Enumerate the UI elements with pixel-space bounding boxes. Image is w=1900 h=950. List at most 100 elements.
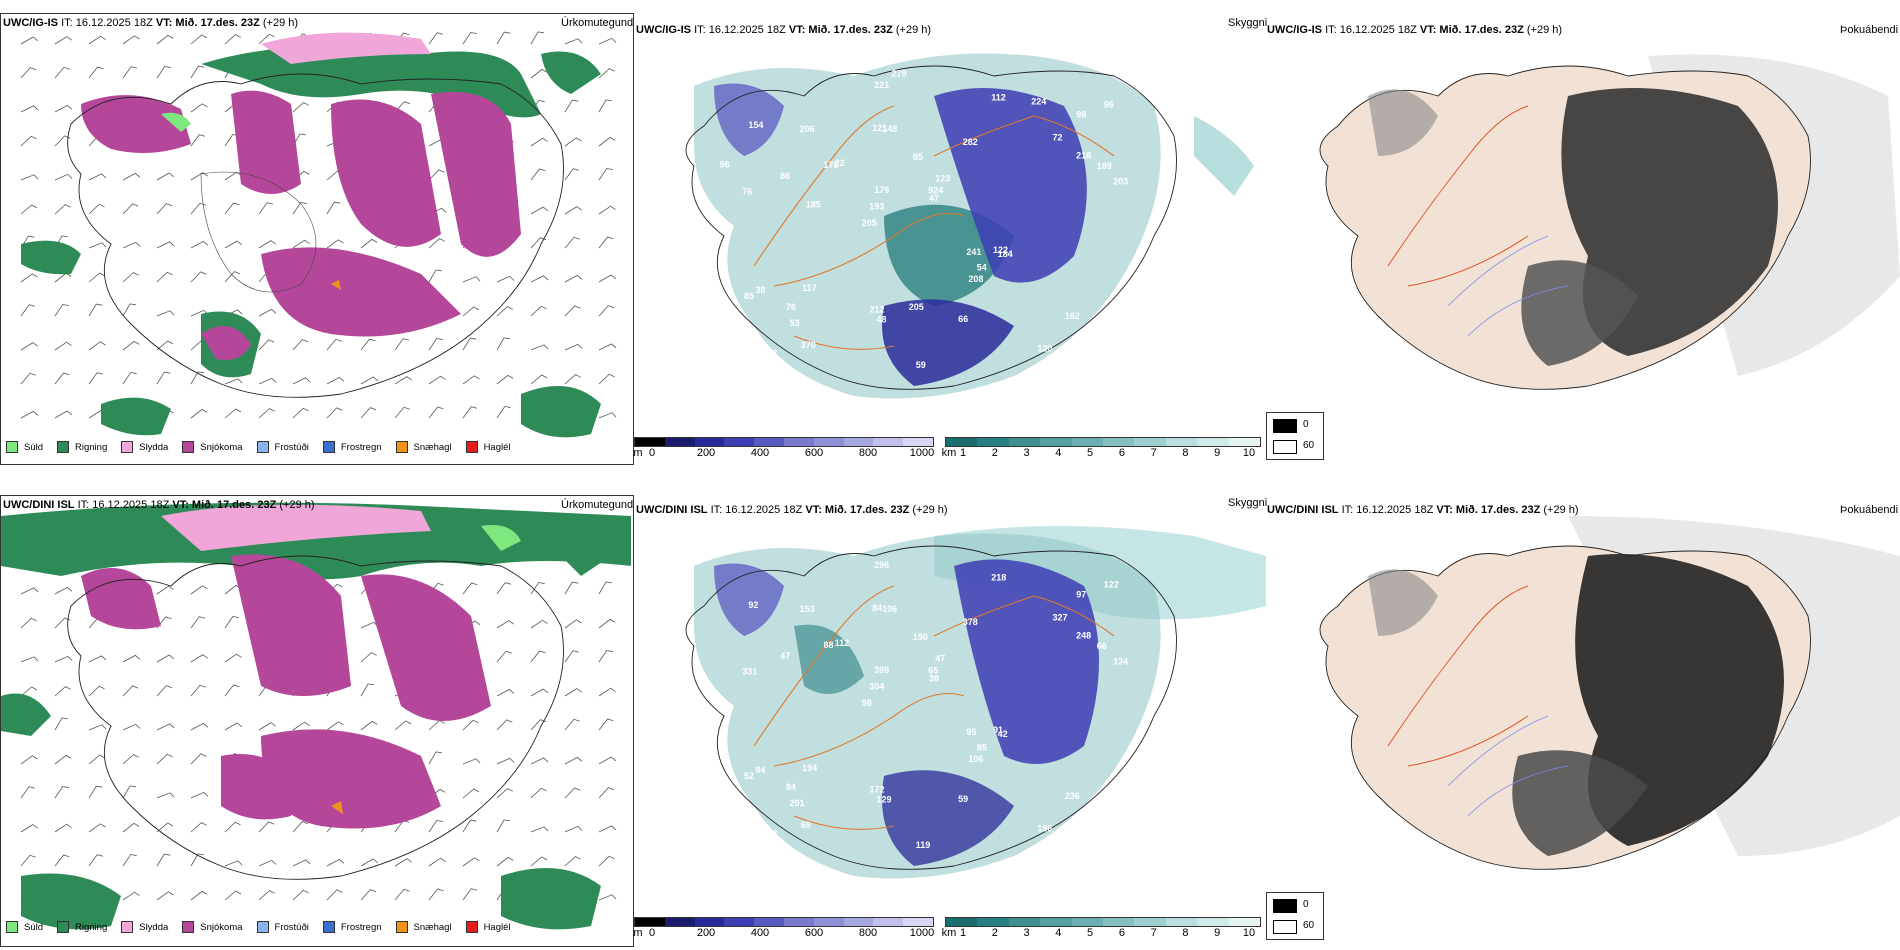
iceland-coastline — [67, 555, 564, 880]
wind-barb — [122, 754, 139, 765]
wind-barb — [326, 376, 345, 385]
wind-barb — [54, 785, 69, 799]
iceland-coastline — [67, 73, 564, 398]
wind-barb — [224, 890, 242, 901]
visibility-map-bottom: 189 331 97 98 378 143 84 150 84 112 95 201 106 47 42 92… — [634, 516, 1266, 916]
wind-barb — [496, 620, 514, 629]
visibility-map-top: 99 76 98 205 282 107 121 85 38 22 102 53 148 123 184 15… — [634, 36, 1266, 436]
wind-barb — [190, 103, 208, 113]
fog-legend-dark-swatch — [1273, 419, 1297, 433]
precip-type-legend-top: Súld Rigning Slydda Snjókoma Frostúði Frostre… — [6, 441, 525, 453]
wind-barb — [156, 685, 173, 697]
wind-barb — [122, 371, 137, 385]
wind-barb — [598, 618, 616, 629]
scale-unit: m — [633, 447, 643, 459]
wind-barb — [360, 407, 377, 419]
wind-barb — [156, 241, 175, 249]
height-label: 120 — [1037, 344, 1052, 354]
fog-legend-bottom: 0 60 — [1266, 892, 1324, 940]
header-row1-visibility: UWC/IG-IS IT: 16.12.2025 18Z VT: Mið. 17… — [636, 24, 931, 36]
wind-barb — [20, 105, 39, 113]
wind-barb — [530, 305, 547, 317]
wind-barb — [20, 755, 38, 765]
lead-time: (+29 h) — [912, 504, 948, 516]
height-scale-bottom: m 0 200 400 600 800 1000 — [633, 917, 934, 939]
wind-barb — [394, 720, 412, 731]
wind-barb — [88, 785, 103, 799]
wind-barb — [462, 719, 479, 731]
height-label: 185 — [806, 200, 821, 210]
wind-barb — [224, 271, 241, 283]
wind-barb — [88, 823, 106, 833]
height-label: 378 — [963, 617, 978, 627]
wind-barb — [292, 201, 307, 215]
height-label: 176 — [824, 160, 839, 170]
wind-barb — [156, 271, 173, 283]
wind-barb — [564, 137, 582, 147]
height-label: 304 — [869, 682, 884, 692]
wind-barb — [564, 168, 580, 181]
valid-label: VT: — [155, 17, 173, 29]
legend-item: Súld — [6, 441, 43, 453]
wind-barb — [292, 859, 311, 867]
fog-legend-label-60: 60 — [1303, 440, 1315, 451]
wind-barb — [20, 36, 39, 45]
wind-barb — [156, 310, 175, 317]
wind-barb — [326, 721, 344, 731]
scale-tick-label: 10 — [1242, 927, 1256, 939]
wind-barb — [394, 338, 410, 351]
model-name: UWC/IG-IS — [3, 17, 58, 29]
fog-map-top — [1268, 36, 1900, 436]
legend-label: Snjókoma — [200, 441, 243, 453]
scale-tick-label: 4 — [1055, 447, 1062, 459]
wind-barb — [224, 653, 242, 663]
height-label: 59 — [958, 794, 968, 804]
wind-barb — [530, 206, 549, 215]
model-name: UWC/DINI ISL — [636, 504, 708, 516]
legend-swatch — [256, 441, 269, 453]
height-label: 148 — [882, 124, 897, 134]
fog-legend-dark-swatch — [1273, 899, 1297, 913]
legend-swatch — [256, 921, 269, 933]
legend-label: Haglél — [483, 921, 511, 933]
height-label: 924 — [928, 185, 943, 195]
height-label: 224 — [1031, 97, 1046, 107]
wind-barb — [428, 406, 444, 419]
height-label: 122 — [1104, 579, 1119, 589]
wind-barb — [258, 308, 277, 317]
wind-barb — [190, 371, 204, 385]
wind-barb — [360, 720, 378, 731]
wind-barb — [530, 374, 548, 385]
height-label: 91 — [993, 725, 1003, 735]
scale-tick-label: 1 — [959, 447, 967, 459]
wind-barb — [156, 371, 171, 385]
wind-barb — [20, 686, 38, 697]
scale-tick-label: 2 — [991, 927, 998, 939]
wind-barb — [598, 167, 613, 181]
height-label: 84 — [872, 603, 882, 613]
legend-label: Snæhagl — [413, 441, 452, 453]
legend-swatch — [465, 921, 478, 933]
legend-item: Súld — [6, 921, 43, 933]
height-label: 53 — [790, 318, 800, 328]
legend-item: Slydda — [121, 921, 168, 933]
wind-barb — [122, 723, 141, 731]
height-label: 331 — [742, 666, 757, 676]
visibility-ticks: km 1 2 3 4 5 6 7 8 9 10 — [942, 447, 1261, 459]
wind-barb — [156, 654, 175, 663]
wind-barb — [122, 685, 139, 697]
scale-tick-label: 800 — [858, 927, 878, 939]
wind-barb — [20, 854, 36, 867]
scale-tick-label: 6 — [1118, 447, 1125, 459]
height-label: 205 — [862, 218, 877, 228]
wind-barb — [20, 273, 38, 283]
height-label: 117 — [802, 283, 817, 293]
wind-barb — [54, 617, 71, 629]
wind-barb — [530, 68, 548, 79]
height-label: 260 — [762, 364, 777, 374]
fog-legend-light-swatch — [1273, 440, 1297, 454]
wind-barb — [598, 756, 617, 765]
wind-barb — [20, 204, 38, 215]
wind-barb — [224, 171, 242, 181]
visibility-ticks: km 1 2 3 4 5 6 7 8 9 10 — [942, 927, 1261, 939]
